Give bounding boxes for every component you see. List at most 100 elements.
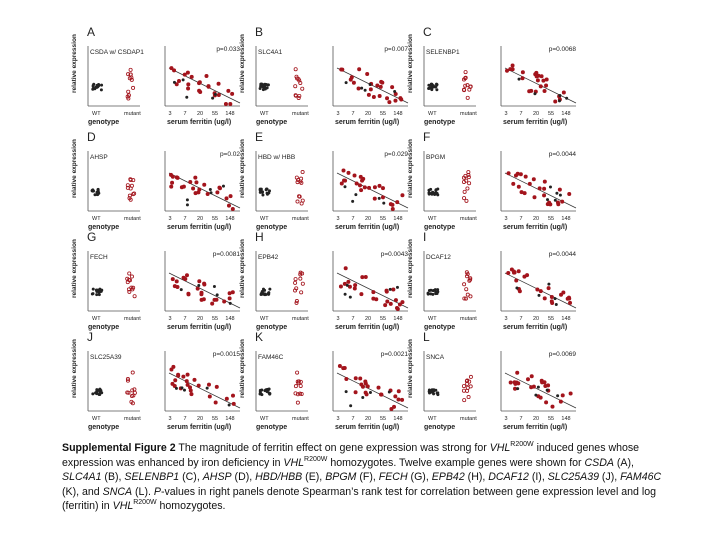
ferritin-point (353, 376, 358, 381)
ferritin-point (230, 91, 235, 96)
ferritin-point (174, 82, 179, 87)
ferritin-point (395, 305, 400, 310)
ferritin-wt-point (227, 403, 231, 407)
panel-letter: B (255, 25, 263, 39)
mutant-point (132, 294, 137, 299)
mutant-point (293, 67, 298, 72)
caption-text: -values in right panels denote Spearman’… (62, 485, 657, 513)
ferritin-point (176, 373, 181, 378)
wt-point (96, 188, 100, 192)
genotype-axis-label: genotype (424, 224, 455, 231)
ferritin-wt-point (180, 386, 184, 390)
mutant-point (298, 391, 303, 396)
ferritin-wt-point (360, 86, 364, 90)
ferritin-point (516, 269, 521, 274)
ferritin-wt-point (354, 193, 358, 197)
ferritin-point (363, 390, 368, 395)
ferritin-tick-label: 3 (168, 316, 171, 322)
ferritin-point (339, 67, 344, 72)
ferritin-point (191, 186, 196, 191)
mutant-tick-label: mutant (292, 111, 309, 117)
wt-point (435, 82, 439, 86)
mutant-tick-label: mutant (460, 216, 477, 222)
mutant-point (462, 296, 467, 301)
ferritin-point (174, 279, 179, 284)
ferritin-tick-label: 55 (212, 316, 218, 322)
gene-label: SLC4A1 (258, 49, 283, 56)
ferritin-tick-label: 55 (380, 416, 386, 422)
ferritin-point (383, 303, 388, 308)
ferritin-point (227, 296, 232, 301)
panel-letter: D (87, 130, 96, 144)
wt-point (97, 84, 101, 88)
ferritin-point (188, 388, 193, 393)
mutant-point (300, 170, 305, 175)
ferritin-point (226, 203, 231, 208)
wt-point (434, 188, 438, 192)
ferritin-wt-point (565, 96, 569, 100)
ferritin-point (175, 285, 180, 290)
ferritin-tick-label: 20 (197, 111, 203, 117)
ferritin-point (393, 394, 398, 399)
mutant-tick-label: mutant (124, 111, 141, 117)
gene-label: BPGM (426, 154, 445, 161)
mutant-point (130, 388, 135, 393)
mutant-point (462, 87, 467, 92)
ferritin-point (196, 383, 201, 388)
mutant-point (465, 95, 470, 100)
ferritin-point (357, 183, 362, 188)
mutant-point (293, 280, 298, 285)
y-axis-label: relative expression (407, 239, 414, 298)
caption-text: (H), (464, 471, 489, 484)
ferritin-wt-point (209, 191, 213, 195)
ferritin-point (170, 277, 175, 282)
ferritin-wt-point (368, 83, 372, 87)
wt-point (260, 290, 264, 294)
gene-label: AHSP (90, 154, 108, 161)
mutant-point (125, 183, 130, 188)
ferritin-point (353, 390, 358, 395)
ferritin-tick-label: 148 (561, 416, 570, 422)
ferritin-point (510, 67, 515, 72)
ferritin-tick-label: 20 (365, 316, 371, 322)
wt-point (100, 83, 104, 87)
wt-point (92, 82, 96, 86)
wt-point (95, 193, 99, 197)
mutant-point (295, 370, 300, 375)
gene-label: SNCA (426, 354, 445, 361)
caption-gene: AHSP (202, 471, 232, 484)
ferritin-point (170, 174, 175, 179)
ferritin-wt-point (179, 288, 183, 292)
ferritin-point (511, 181, 516, 186)
ferritin-axis-label: serum ferritin (ug/l) (335, 224, 399, 231)
mutant-point (296, 381, 301, 386)
wt-point (427, 288, 431, 292)
ferritin-tick-label: 3 (504, 416, 507, 422)
ferritin-point (357, 67, 362, 72)
ferritin-tick-label: 7 (351, 416, 354, 422)
mutant-point (468, 294, 473, 299)
mutant-point (463, 296, 468, 301)
ferritin-wt-point (351, 199, 355, 203)
ferritin-point (185, 382, 190, 387)
wt-point (265, 390, 269, 394)
ferritin-point (193, 175, 198, 180)
ferritin-point (170, 180, 175, 185)
ferritin-wt-point (185, 203, 189, 207)
mutant-point (461, 384, 466, 389)
ferritin-point (218, 186, 223, 191)
ferritin-point (365, 71, 370, 76)
ferritin-point (512, 386, 517, 391)
ferritin-point (353, 283, 358, 288)
mutant-point (462, 196, 467, 201)
mutant-point (462, 189, 467, 194)
mutant-point (293, 384, 298, 389)
ferritin-tick-label: 148 (393, 316, 402, 322)
mutant-point (462, 282, 467, 287)
wt-point (261, 287, 265, 291)
ferritin-tick-label: 148 (393, 111, 402, 117)
ferritin-wt-point (344, 390, 348, 394)
ferritin-tick-label: 55 (380, 216, 386, 222)
ferritin-point (173, 378, 178, 383)
ferritin-point (228, 102, 233, 106)
